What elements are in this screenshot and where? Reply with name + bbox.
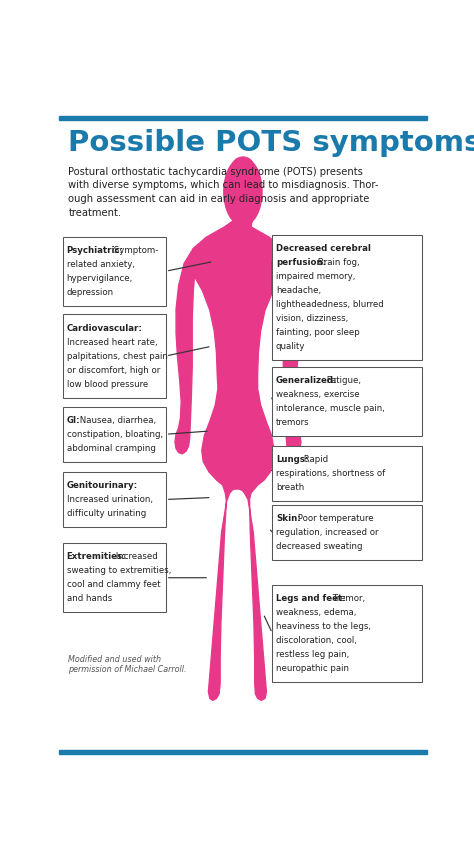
Text: abdominal cramping: abdominal cramping — [66, 444, 155, 453]
Text: Genitourinary:: Genitourinary: — [66, 481, 138, 490]
Text: quality: quality — [276, 342, 305, 351]
Text: Possible POTS symptoms: Possible POTS symptoms — [68, 129, 474, 157]
Text: Increased: Increased — [113, 552, 157, 562]
FancyBboxPatch shape — [63, 407, 166, 462]
FancyBboxPatch shape — [63, 236, 166, 306]
Text: headache,: headache, — [276, 286, 321, 295]
Polygon shape — [234, 220, 252, 227]
Text: Cardiovascular:: Cardiovascular: — [66, 324, 143, 333]
Text: cool and clammy feet: cool and clammy feet — [66, 580, 160, 590]
Text: respirations, shortness of: respirations, shortness of — [276, 469, 385, 478]
Text: breath: breath — [276, 483, 304, 492]
Text: weakness, edema,: weakness, edema, — [276, 608, 356, 617]
Text: palpitations, chest pain: palpitations, chest pain — [66, 352, 167, 361]
Text: Legs and feet:: Legs and feet: — [276, 594, 346, 603]
Text: hypervigilance,: hypervigilance, — [66, 274, 133, 283]
Circle shape — [224, 158, 262, 225]
Text: Skin:: Skin: — [276, 513, 301, 523]
Text: Decreased cerebral: Decreased cerebral — [276, 244, 371, 252]
FancyBboxPatch shape — [272, 584, 422, 682]
Text: heaviness to the legs,: heaviness to the legs, — [276, 622, 371, 631]
Ellipse shape — [232, 157, 254, 177]
Text: Generalized:: Generalized: — [276, 376, 337, 385]
Text: Fatigue,: Fatigue, — [324, 376, 361, 385]
FancyBboxPatch shape — [63, 472, 166, 527]
Text: Postural orthostatic tachycardia syndrome (POTS) presents
with diverse symptoms,: Postural orthostatic tachycardia syndrom… — [68, 167, 379, 218]
FancyBboxPatch shape — [272, 505, 422, 560]
Text: Lungs:: Lungs: — [276, 455, 309, 464]
Text: Nausea, diarrhea,: Nausea, diarrhea, — [77, 416, 156, 425]
FancyBboxPatch shape — [272, 235, 422, 360]
Text: decreased sweating: decreased sweating — [276, 542, 363, 551]
Text: constipation, bloating,: constipation, bloating, — [66, 430, 163, 439]
Text: weakness, exercise: weakness, exercise — [276, 390, 360, 399]
Text: Increased urination,: Increased urination, — [66, 495, 153, 504]
Text: tremors: tremors — [276, 418, 310, 427]
Text: discoloration, cool,: discoloration, cool, — [276, 636, 357, 645]
Text: related anxiety,: related anxiety, — [66, 260, 135, 268]
Polygon shape — [191, 220, 285, 700]
Text: difficulty urinating: difficulty urinating — [66, 509, 146, 518]
Polygon shape — [175, 248, 197, 454]
Text: vision, dizziness,: vision, dizziness, — [276, 314, 348, 323]
Text: Rapid: Rapid — [301, 455, 328, 464]
Text: sweating to extremities,: sweating to extremities, — [66, 567, 171, 575]
Text: low blood pressure: low blood pressure — [66, 379, 148, 389]
Text: Poor temperature: Poor temperature — [295, 513, 374, 523]
Polygon shape — [279, 248, 301, 454]
Text: fainting, poor sleep: fainting, poor sleep — [276, 328, 360, 337]
FancyBboxPatch shape — [272, 446, 422, 501]
FancyBboxPatch shape — [272, 367, 422, 436]
Bar — [59, 750, 427, 754]
Text: neuropathic pain: neuropathic pain — [276, 664, 349, 673]
Text: lightheadedness, blurred: lightheadedness, blurred — [276, 300, 384, 309]
Text: GI:: GI: — [66, 416, 80, 425]
Ellipse shape — [247, 171, 255, 197]
Text: and hands: and hands — [66, 595, 112, 603]
Text: Symptom-: Symptom- — [111, 246, 158, 255]
Text: Psychiatric:: Psychiatric: — [66, 246, 124, 255]
Text: depression: depression — [66, 288, 114, 296]
Text: impaired memory,: impaired memory, — [276, 272, 356, 281]
Text: regulation, increased or: regulation, increased or — [276, 528, 378, 537]
FancyBboxPatch shape — [63, 543, 166, 612]
Text: Modified and used with
permission of Michael Carroll.: Modified and used with permission of Mic… — [68, 655, 187, 674]
Text: Increased heart rate,: Increased heart rate, — [66, 338, 157, 346]
Text: perfusion:: perfusion: — [276, 257, 326, 267]
Text: Brain fog,: Brain fog, — [315, 257, 359, 267]
Text: intolerance, muscle pain,: intolerance, muscle pain, — [276, 404, 385, 413]
Ellipse shape — [231, 171, 238, 197]
Text: restless leg pain,: restless leg pain, — [276, 650, 349, 659]
Bar — [59, 116, 427, 120]
Text: Extremities:: Extremities: — [66, 552, 126, 562]
FancyBboxPatch shape — [63, 314, 166, 397]
Text: Tremor,: Tremor, — [330, 594, 365, 603]
Text: or discomfort, high or: or discomfort, high or — [66, 366, 160, 374]
